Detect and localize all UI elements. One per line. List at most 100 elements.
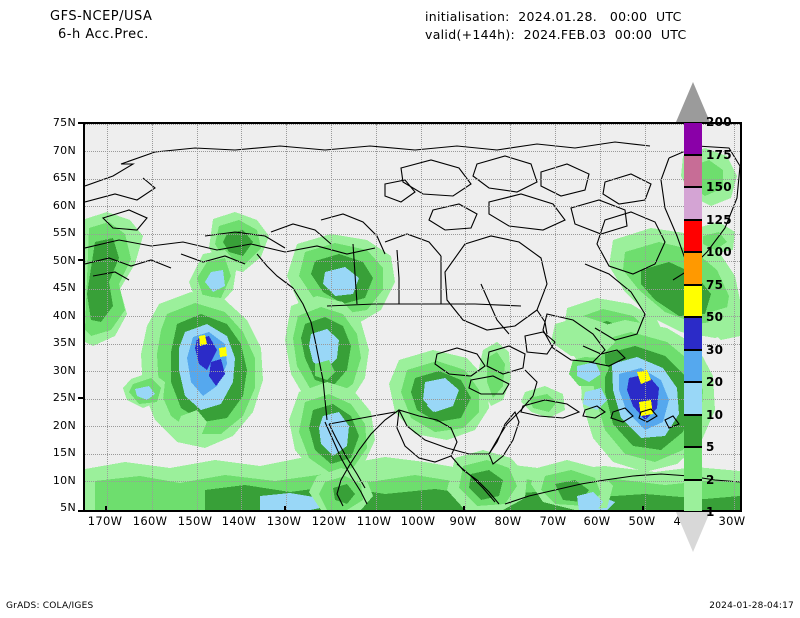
x-tick-label: 50W [628, 514, 656, 528]
gridline-vertical [645, 124, 646, 510]
map-canvas [85, 124, 740, 510]
coastlines [85, 141, 740, 507]
x-tick-label: 90W [449, 514, 477, 528]
colorbar-tick-label: 125 [706, 212, 732, 227]
gridline-horizontal [85, 124, 740, 125]
x-tick-label: 60W [583, 514, 611, 528]
colorbar-tick-label: 30 [706, 342, 724, 357]
x-tick-label: 110W [356, 514, 392, 528]
x-tick-mark [284, 506, 286, 511]
gridline-vertical [510, 124, 511, 510]
colorbar-tick-label: 5 [706, 440, 715, 454]
header-time-block: initialisation: 2024.01.28. 00:00 UTC va… [425, 8, 687, 44]
gridline-vertical [152, 124, 153, 510]
gridline-horizontal [85, 151, 740, 152]
y-tick-mark [78, 259, 83, 261]
footer-credit: GrADS: COLA/IGES [6, 601, 94, 611]
colorbar-band [684, 219, 702, 252]
colorbar: 200 175 150 125 100 75 50 30 20 10 5 2 1 [676, 82, 732, 552]
colorbar-tick-label: 200 [706, 115, 732, 129]
x-tick-label: 100W [400, 514, 436, 528]
x-tick-label: 140W [221, 514, 257, 528]
field-name: 6-h Acc.Prec. [58, 27, 149, 42]
gridline-horizontal [85, 179, 740, 180]
y-tick-label: 55N [52, 226, 76, 239]
colorbar-tick-label: 50 [706, 310, 724, 324]
colorbar-tick-label: 20 [706, 375, 724, 389]
gridline-vertical [331, 124, 332, 510]
gridline-horizontal [85, 206, 740, 207]
x-tick-mark [463, 506, 465, 511]
gridline-horizontal [85, 481, 740, 482]
gridline-vertical [107, 124, 108, 510]
x-tick-label: 160W [132, 514, 168, 528]
colorbar-band [684, 349, 702, 382]
y-tick-label: 5N [60, 501, 76, 514]
gridline-horizontal [85, 371, 740, 372]
x-tick-label: 30W [718, 514, 746, 528]
colorbar-band [684, 479, 702, 512]
gridline-horizontal [85, 261, 740, 262]
x-tick-label: 170W [87, 514, 123, 528]
y-tick-label: 30N [52, 364, 76, 377]
colorbar-tick-label: 75 [706, 277, 724, 292]
colorbar-band [684, 382, 702, 415]
gridline-horizontal [85, 454, 740, 455]
y-tick-label: 50N [52, 254, 76, 267]
x-tick-mark [642, 506, 644, 511]
x-tick-label: 150W [177, 514, 213, 528]
y-tick-label: 10N [52, 474, 76, 487]
y-tick-mark [78, 122, 83, 124]
colorbar-band [684, 187, 702, 220]
y-tick-label: 60N [52, 199, 76, 212]
gridline-horizontal [85, 289, 740, 290]
initialisation-line: initialisation: 2024.01.28. 00:00 UTC [425, 9, 682, 24]
gridline-vertical [600, 124, 601, 510]
gridline-horizontal [85, 316, 740, 317]
colorbar-band [684, 447, 702, 480]
colorbar-tick-label: 2 [706, 472, 715, 487]
x-tick-label: 70W [539, 514, 567, 528]
y-tick-label: 45N [52, 281, 76, 294]
y-tick-mark [78, 397, 83, 399]
colorbar-tick-label: 100 [706, 245, 732, 259]
colorbar-tick-label: 1 [706, 505, 715, 519]
gridline-vertical [465, 124, 466, 510]
x-tick-mark [105, 506, 107, 511]
colorbar-band [684, 252, 702, 285]
gridline-horizontal [85, 399, 740, 400]
gridline-vertical [734, 124, 735, 510]
gridline-vertical [421, 124, 422, 510]
y-tick-mark [78, 510, 83, 512]
colorbar-tick-label: 150 [706, 180, 732, 194]
colorbar-tick-label: 175 [706, 147, 732, 162]
colorbar-band [684, 414, 702, 447]
y-tick-label: 25N [52, 391, 76, 404]
y-tick-label: 15N [52, 446, 76, 459]
map-plot-area [83, 122, 742, 512]
gridline-horizontal [85, 426, 740, 427]
colorbar-under-arrow-icon [676, 512, 710, 552]
gridline-vertical [376, 124, 377, 510]
x-tick-label: 120W [311, 514, 347, 528]
precip-shading [85, 148, 740, 510]
y-tick-label: 75N [52, 116, 76, 129]
colorbar-band [684, 154, 702, 187]
footer-timestamp: 2024-01-28-04:17 [709, 601, 794, 611]
valid-line: valid(+144h): 2024.FEB.03 00:00 UTC [425, 27, 687, 42]
gridline-horizontal [85, 344, 740, 345]
y-tick-label: 20N [52, 419, 76, 432]
model-name: GFS-NCEP/USA [50, 9, 153, 24]
gridline-vertical [286, 124, 287, 510]
y-tick-label: 65N [52, 171, 76, 184]
gridline-vertical [197, 124, 198, 510]
header-model-block: GFS-NCEP/USA 6-h Acc.Prec. [50, 8, 152, 44]
colorbar-over-arrow-icon [676, 82, 710, 122]
precipitation-field [85, 141, 740, 510]
colorbar-band [684, 122, 702, 155]
gridline-horizontal [85, 234, 740, 235]
y-tick-label: 35N [52, 336, 76, 349]
y-tick-label: 70N [52, 144, 76, 157]
y-tick-label: 40N [52, 309, 76, 322]
x-tick-label: 80W [494, 514, 522, 528]
